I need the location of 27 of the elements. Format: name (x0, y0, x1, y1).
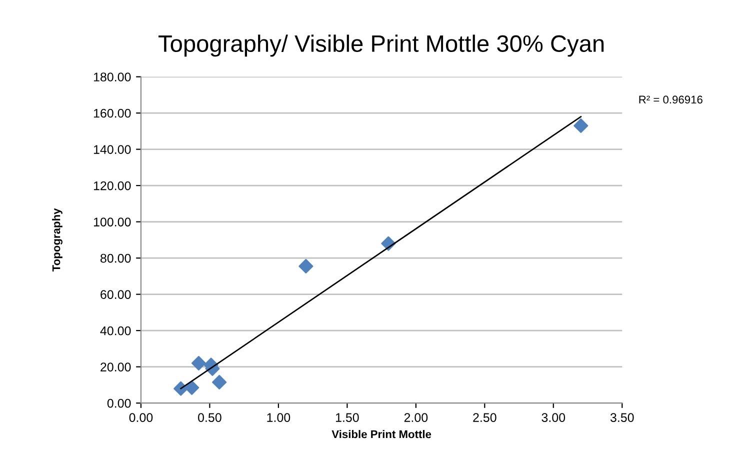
y-tick-label: 140.00 (94, 145, 131, 154)
y-tick-label: 40.00 (100, 326, 131, 336)
y-tick-label: 20.00 (100, 362, 131, 372)
y-tick-label: 60.00 (100, 290, 131, 299)
x-tick-label: 2.50 (473, 413, 496, 422)
x-tick-label: 3.50 (610, 413, 634, 422)
y-tick-label: 80.00 (100, 254, 131, 263)
x-tick-label: 3.00 (542, 413, 566, 422)
x-tick-label: 2.00 (404, 413, 428, 422)
point (212, 374, 227, 390)
chart-title: Topography/ Visible Print Mottle 30% Cyan (158, 34, 604, 57)
x-tick-label: 0.50 (198, 413, 222, 422)
point (191, 356, 206, 370)
x-tick-label: 1.50 (336, 413, 359, 422)
point (298, 258, 314, 274)
x-tick-label: 0.00 (129, 413, 153, 422)
y-tick-label: 160.00 (94, 108, 131, 118)
y-axis-title: Topography (52, 208, 62, 272)
y-tick-label: 180.00 (94, 72, 131, 82)
text: R² = 0.96916 (639, 96, 702, 104)
y-tick-label: 100.00 (94, 218, 131, 226)
point (184, 380, 200, 395)
y-tick-label: 120.00 (94, 181, 131, 190)
point (574, 118, 588, 134)
x-tick-label: 1.00 (267, 413, 290, 422)
x-axis-title: Visible Print Mottle (332, 430, 432, 438)
y-tick-label: 0.00 (107, 398, 131, 408)
